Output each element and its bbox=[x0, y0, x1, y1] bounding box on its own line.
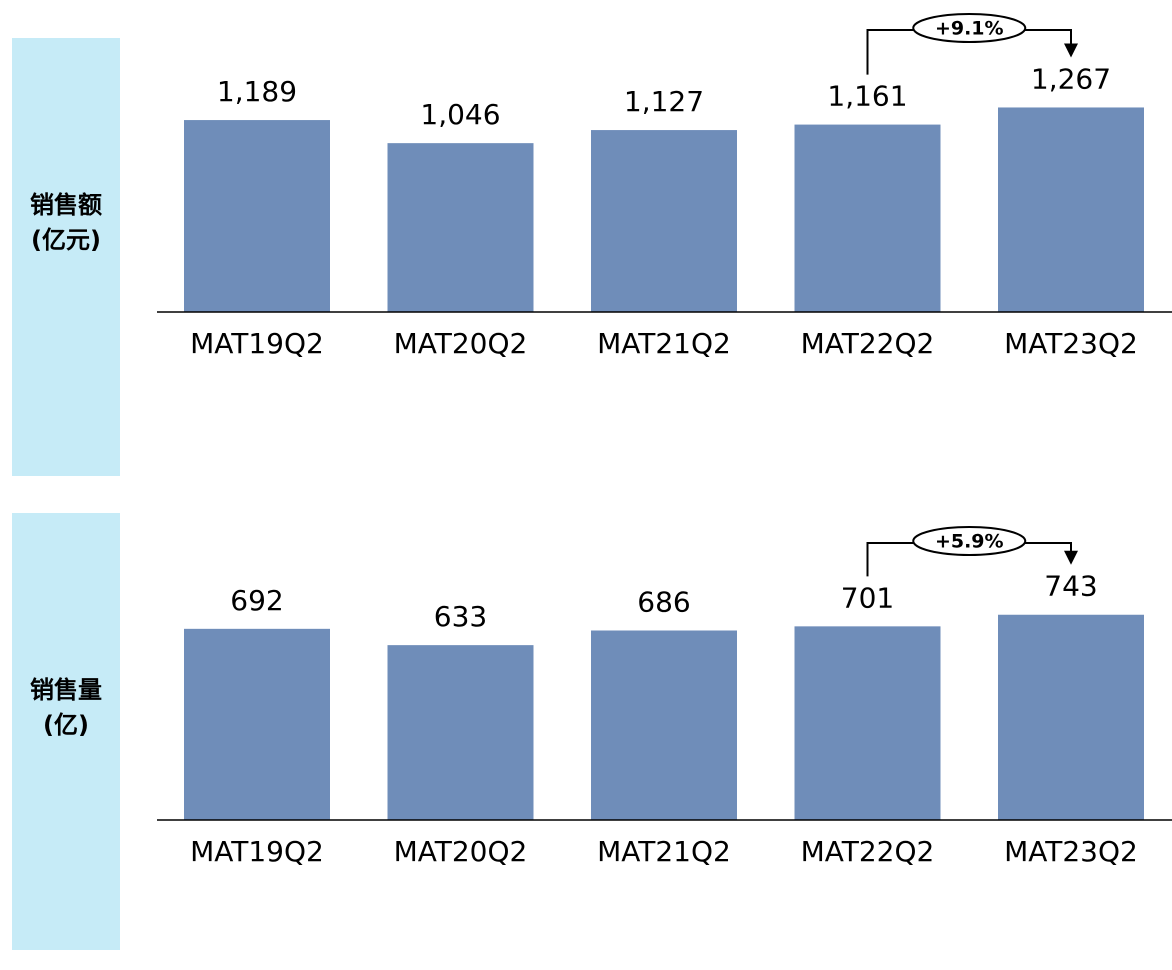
y-axis-label: 销售量(亿) bbox=[30, 676, 102, 739]
value-label: 1,127 bbox=[624, 85, 704, 118]
x-tick-label: MAT20Q2 bbox=[394, 835, 528, 868]
value-label: 1,161 bbox=[827, 80, 907, 113]
bar bbox=[998, 614, 1144, 820]
annotation-arrow bbox=[1064, 550, 1078, 565]
x-tick-label: MAT21Q2 bbox=[597, 327, 731, 360]
value-label: 743 bbox=[1044, 570, 1097, 603]
annotation-ellipse bbox=[912, 526, 1027, 556]
x-tick-label: MAT19Q2 bbox=[190, 327, 324, 360]
bar bbox=[794, 626, 941, 820]
bar bbox=[184, 628, 330, 820]
x-tick-label: MAT20Q2 bbox=[394, 327, 528, 360]
value-label: 1,046 bbox=[420, 98, 500, 131]
bar bbox=[998, 107, 1144, 312]
value-label: 686 bbox=[637, 585, 690, 618]
bar bbox=[387, 143, 534, 312]
annotation: +9.1% bbox=[935, 18, 1004, 40]
bar bbox=[591, 130, 737, 312]
bar bbox=[184, 120, 330, 312]
x-tick-label: MAT22Q2 bbox=[801, 327, 935, 360]
value-label: 1,267 bbox=[1031, 62, 1111, 95]
annotation-ellipse bbox=[912, 13, 1027, 43]
x-tick-label: MAT21Q2 bbox=[597, 835, 731, 868]
x-tick-label: MAT23Q2 bbox=[1004, 327, 1138, 360]
value-label: 633 bbox=[434, 600, 487, 633]
bar bbox=[387, 645, 534, 820]
x-tick-label: MAT22Q2 bbox=[801, 835, 935, 868]
annotation: +5.9% bbox=[935, 531, 1004, 553]
y-axis-label: 销售额(亿元) bbox=[30, 191, 102, 254]
annotation-arrow bbox=[1064, 43, 1078, 58]
side-panel: 销售额(亿元) bbox=[12, 38, 120, 476]
side-panel: 销售量(亿) bbox=[12, 513, 120, 950]
value-label: 1,189 bbox=[217, 75, 297, 108]
bar bbox=[794, 124, 941, 313]
value-label: 692 bbox=[230, 584, 283, 617]
value-label: 701 bbox=[841, 581, 894, 614]
x-tick-label: MAT19Q2 bbox=[190, 835, 324, 868]
bar bbox=[591, 630, 737, 820]
x-tick-label: MAT23Q2 bbox=[1004, 835, 1138, 868]
